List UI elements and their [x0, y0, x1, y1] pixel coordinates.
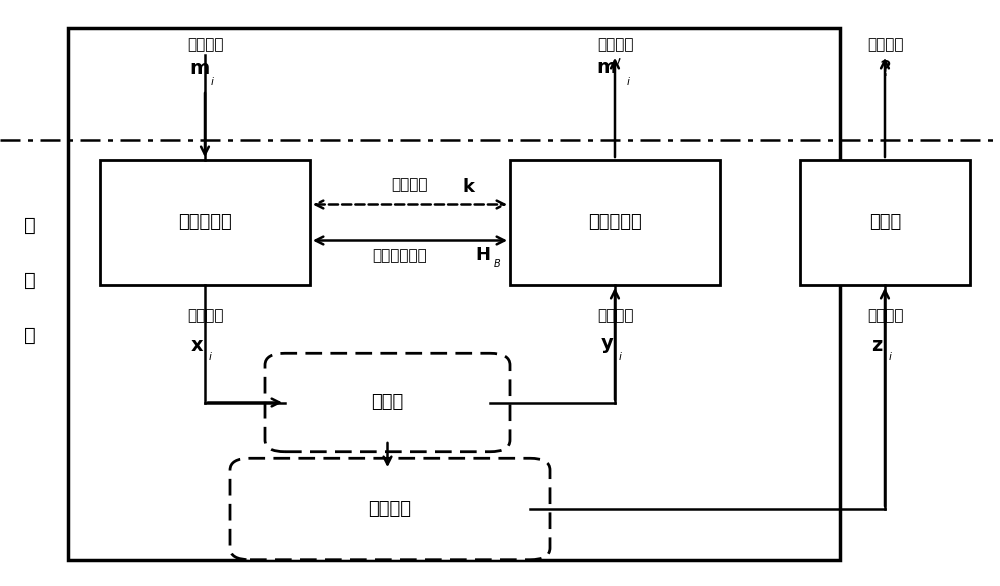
Text: $_i$: $_i$: [618, 348, 624, 363]
Text: $\mathbf{H}$: $\mathbf{H}$: [475, 246, 490, 264]
Text: $_i$: $_i$: [208, 348, 214, 363]
Text: 破译器: 破译器: [869, 213, 901, 231]
Text: $\mathbf{z}$: $\mathbf{z}$: [871, 336, 883, 355]
FancyBboxPatch shape: [230, 458, 550, 560]
Text: 破译明文: 破译明文: [867, 37, 903, 52]
Text: 联合译码器: 联合译码器: [588, 213, 642, 231]
Text: 接收码字: 接收码字: [597, 308, 633, 323]
Text: 窃听信道: 窃听信道: [368, 500, 412, 518]
Text: $\mathbf{y}$: $\mathbf{y}$: [600, 336, 614, 355]
Text: $\mathbf{x}$: $\mathbf{x}$: [190, 336, 204, 355]
FancyBboxPatch shape: [265, 353, 510, 452]
Text: $\mathbf{k}$: $\mathbf{k}$: [462, 179, 476, 196]
Text: 对称密鑰: 对称密鑰: [392, 178, 428, 192]
FancyBboxPatch shape: [800, 160, 970, 285]
Text: $_i$: $_i$: [210, 73, 216, 88]
Text: $\mathbf{m}'$: $\mathbf{m}'$: [596, 58, 622, 78]
Text: 基础校验矩阵: 基础校验矩阵: [373, 248, 427, 264]
Text: $_i$: $_i$: [626, 73, 632, 88]
FancyBboxPatch shape: [68, 28, 840, 560]
Text: 主信道: 主信道: [371, 394, 404, 411]
FancyBboxPatch shape: [510, 160, 720, 285]
Text: 联合编码器: 联合编码器: [178, 213, 232, 231]
Text: 接收明文: 接收明文: [597, 37, 633, 52]
Text: ?: ?: [879, 60, 891, 80]
Text: 层: 层: [24, 325, 36, 345]
Text: $_i$: $_i$: [888, 348, 894, 363]
Text: 理: 理: [24, 271, 36, 289]
FancyBboxPatch shape: [100, 160, 310, 285]
Text: 窃听码字: 窃听码字: [867, 308, 903, 323]
Text: 发送明文: 发送明文: [187, 37, 223, 52]
Text: $\mathbf{m}$: $\mathbf{m}$: [189, 59, 209, 78]
Text: $_B$: $_B$: [493, 255, 501, 270]
Text: 物: 物: [24, 216, 36, 234]
Text: 发送码字: 发送码字: [187, 308, 223, 323]
